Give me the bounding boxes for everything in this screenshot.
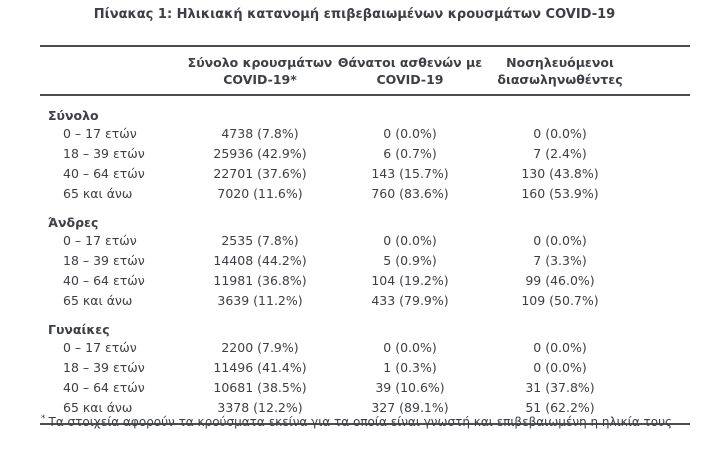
table-row: 40 – 64 ετών 11981 (36.8%) 104 (19.2%) 9… [40,270,690,290]
cases-value: 22701 (37.6%) [213,165,307,181]
table-row: 40 – 64 ετών 10681 (38.5%) 39 (10.6%) 31… [40,377,690,397]
deaths-value: 143 (15.7%) [371,165,449,181]
table-footnote: * Τα στοιχεία αφορούν τα κρούσματα εκείνα… [41,414,701,429]
intubated-value: 7 (2.4%) [533,145,587,161]
deaths-value: 0 (0.0%) [383,232,437,248]
cases-value: 14408 (44.2%) [213,252,307,268]
header-cases-column: Σύνολο κρουσμάτων COVID-19* [185,46,335,96]
table-row: 18 – 39 ετών 25936 (42.9%) 6 (0.7%) 7 (2… [40,143,690,163]
header-cases-line2: COVID-19* [223,71,297,87]
deaths-value: 104 (19.2%) [371,272,449,288]
header-empty-cell [40,46,185,96]
spacer-cell [635,377,690,397]
header-deaths-line1: Θάνατοι ασθενών με [337,54,483,70]
age-group-label: 65 και άνω [63,185,133,201]
deaths-value: 760 (83.6%) [371,185,449,201]
table-row: 18 – 39 ετών 14408 (44.2%) 5 (0.9%) 7 (3… [40,250,690,270]
header-intubated-line2: διασωληνωθέντες [497,71,623,87]
covid-age-distribution-table: Σύνολο κρουσμάτων COVID-19* Θάνατοι ασθε… [40,45,690,425]
spacer-cell [635,163,690,183]
deaths-value: 327 (89.1%) [371,399,449,415]
spacer-cell [635,250,690,270]
deaths-value: 6 (0.7%) [383,145,437,161]
deaths-value: 1 (0.3%) [383,359,437,375]
age-group-label: 18 – 39 ετών [63,359,145,375]
header-deaths-column: Θάνατοι ασθενών με COVID-19 [335,46,485,96]
intubated-value: 109 (50.7%) [521,292,599,308]
cases-value: 3639 (11.2%) [217,292,303,308]
age-group-label: 40 – 64 ετών [63,379,145,395]
spacer-cell [635,270,690,290]
section-row-men: Άνδρες [40,203,690,230]
table-row: 65 και άνω 3378 (12.2%) 327 (89.1%) 51 (… [40,397,690,417]
age-group-label: 65 και άνω [63,399,133,415]
cases-value: 10681 (38.5%) [213,379,307,395]
age-group-label: 0 – 17 ετών [63,125,137,141]
intubated-value: 160 (53.9%) [521,185,599,201]
header-intubated-column: Νοσηλευόμενοι διασωληνωθέντες [485,46,635,96]
age-group-label: 0 – 17 ετών [63,232,137,248]
table-row: 0 – 17 ετών 2535 (7.8%) 0 (0.0%) 0 (0.0%… [40,230,690,250]
cases-value: 7020 (11.6%) [217,185,303,201]
spacer-cell [635,123,690,143]
deaths-value: 39 (10.6%) [375,379,445,395]
header-intubated-line1: Νοσηλευόμενοι [506,54,614,70]
spacer-cell [635,357,690,377]
age-group-label: 18 – 39 ετών [63,145,145,161]
table-row: 65 και άνω 3639 (11.2%) 433 (79.9%) 109 … [40,290,690,310]
deaths-value: 5 (0.9%) [383,252,437,268]
cases-value: 11496 (41.4%) [213,359,307,375]
deaths-value: 0 (0.0%) [383,125,437,141]
spacer-cell [635,143,690,163]
deaths-value: 0 (0.0%) [383,339,437,355]
cases-value: 2200 (7.9%) [221,339,299,355]
cases-value: 3378 (12.2%) [217,399,303,415]
intubated-value: 7 (3.3%) [533,252,587,268]
intubated-value: 0 (0.0%) [533,339,587,355]
cases-value: 25936 (42.9%) [213,145,307,161]
age-group-label: 65 και άνω [63,292,133,308]
age-group-label: 0 – 17 ετών [63,339,137,355]
header-spacer-cell [635,46,690,96]
table-row: 0 – 17 ετών 4738 (7.8%) 0 (0.0%) 0 (0.0%… [40,123,690,143]
cases-value: 4738 (7.8%) [221,125,299,141]
table-row: 0 – 17 ετών 2200 (7.9%) 0 (0.0%) 0 (0.0%… [40,337,690,357]
header-deaths-line2: COVID-19 [376,71,444,87]
footnote-asterisk: * [41,414,46,424]
section-row-women: Γυναίκες [40,310,690,337]
footnote-text: Τα στοιχεία αφορούν τα κρούσματα εκείνα … [48,415,673,429]
spacer-cell [635,230,690,250]
cases-value: 2535 (7.8%) [221,232,299,248]
spacer-cell [635,183,690,203]
age-group-label: 40 – 64 ετών [63,272,145,288]
intubated-value: 0 (0.0%) [533,125,587,141]
cases-value: 11981 (36.8%) [213,272,307,288]
intubated-value: 130 (43.8%) [521,165,599,181]
section-label: Γυναίκες [48,322,110,337]
table-row: 65 και άνω 7020 (11.6%) 760 (83.6%) 160 … [40,183,690,203]
deaths-value: 433 (79.9%) [371,292,449,308]
header-cases-line1: Σύνολο κρουσμάτων [187,54,333,70]
table-caption: Πίνακας 1: Ηλικιακή κατανομή επιβεβαιωμέ… [93,7,616,22]
intubated-value: 51 (62.2%) [525,399,595,415]
intubated-value: 99 (46.0%) [525,272,595,288]
age-group-label: 40 – 64 ετών [63,165,145,181]
header-row: Σύνολο κρουσμάτων COVID-19* Θάνατοι ασθε… [40,46,690,96]
section-label: Άνδρες [48,215,99,230]
intubated-value: 0 (0.0%) [533,359,587,375]
spacer-cell [635,337,690,357]
spacer-cell [635,290,690,310]
intubated-value: 31 (37.8%) [525,379,595,395]
table-row: 40 – 64 ετών 22701 (37.6%) 143 (15.7%) 1… [40,163,690,183]
table-row: 18 – 39 ετών 11496 (41.4%) 1 (0.3%) 0 (0… [40,357,690,377]
age-group-label: 18 – 39 ετών [63,252,145,268]
section-row-total: Σύνολο [40,95,690,123]
section-label: Σύνολο [48,108,99,123]
intubated-value: 0 (0.0%) [533,232,587,248]
